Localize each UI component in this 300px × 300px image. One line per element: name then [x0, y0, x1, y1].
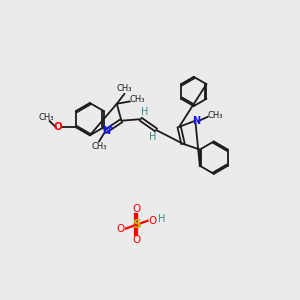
Text: H: H: [141, 107, 148, 117]
Text: CH₃: CH₃: [39, 113, 54, 122]
Text: CH₃: CH₃: [129, 95, 145, 104]
Text: ⁻: ⁻: [121, 227, 125, 236]
Text: H: H: [149, 132, 157, 142]
Text: O: O: [133, 204, 141, 214]
Text: CH₃: CH₃: [91, 142, 107, 152]
Text: O: O: [133, 235, 141, 245]
Text: S: S: [132, 218, 141, 231]
Text: O: O: [54, 122, 62, 132]
Text: CH₃: CH₃: [208, 111, 223, 120]
Text: H: H: [158, 214, 165, 224]
Text: O: O: [116, 224, 125, 233]
Text: O: O: [148, 216, 156, 226]
Text: N: N: [192, 116, 200, 126]
Text: CH₃: CH₃: [117, 84, 132, 93]
Text: +: +: [107, 123, 114, 132]
Text: N: N: [102, 127, 110, 136]
